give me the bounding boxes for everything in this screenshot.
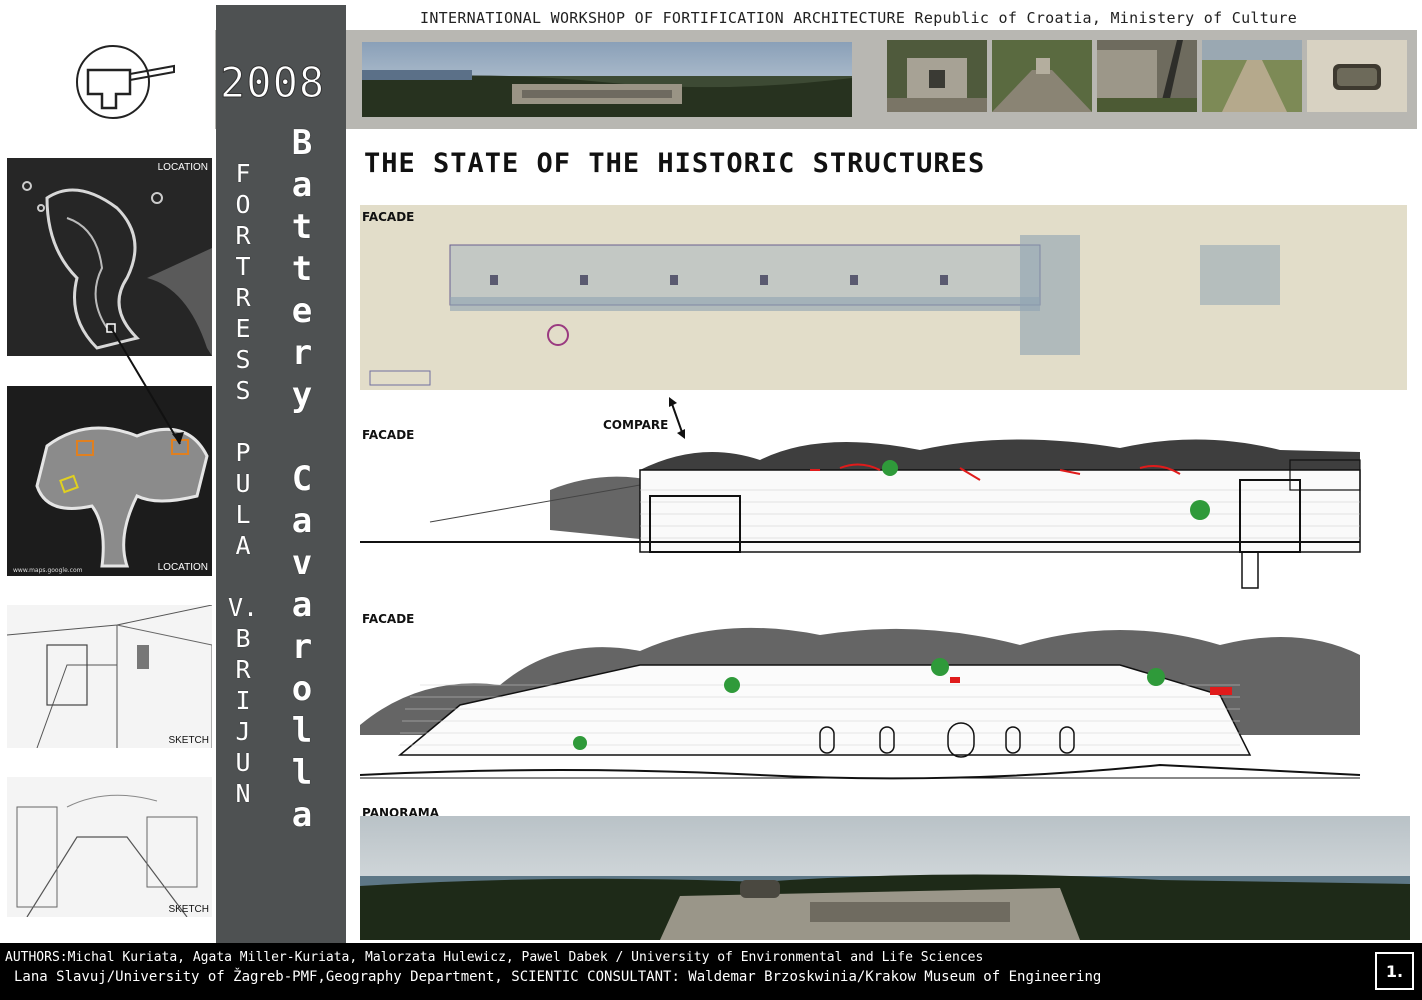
top-photo-2 [992, 40, 1092, 112]
facade-label-section: FACADE [362, 428, 415, 442]
battery-title-letter: B [291, 123, 313, 163]
fortress-title-letter: S [235, 345, 251, 374]
top-panorama-photo [362, 42, 852, 117]
battery-title-letter: l [291, 753, 313, 793]
compare-arrow-icon [667, 397, 687, 439]
battery-title-letter: a [291, 165, 313, 205]
authors-line-1: AUTHORS:Michal Kuriata, Agata Miller-Kur… [5, 950, 984, 965]
section-title: THE STATE OF THE HISTORIC STRUCTURES [364, 148, 986, 179]
title-column [216, 5, 346, 943]
battery-title-letter: a [291, 795, 313, 835]
battery-title-letter: t [291, 249, 313, 289]
map-link-arrow [100, 320, 200, 450]
fortress-title-letter: L [235, 500, 251, 529]
compare-label: COMPARE [603, 418, 669, 432]
fortress-title-letter: U [235, 469, 251, 498]
battery-title-letter: C [291, 459, 313, 499]
battery-title-letter: a [291, 585, 313, 625]
battery-title-letter: a [291, 501, 313, 541]
battery-title-letter: l [291, 711, 313, 751]
facade-elevation-drawing [359, 615, 1417, 780]
fortress-title-letter: R [235, 655, 251, 684]
top-photo-5 [1307, 40, 1407, 112]
page-number: 1. [1375, 952, 1414, 990]
historic-facade-drawing: FACADE [360, 205, 1407, 390]
location-label-1: LOCATION [157, 162, 208, 173]
fortification-symbol-icon [70, 44, 180, 124]
battery-title-letter: r [291, 333, 313, 373]
fortress-title-letter: R [235, 283, 251, 312]
fortress-title-letter [235, 561, 250, 592]
location-label-2: LOCATION [157, 562, 208, 573]
battery-title-letter [292, 416, 312, 458]
workshop-header: INTERNATIONAL WORKSHOP OF FORTIFICATION … [420, 9, 1298, 27]
panorama-photo [360, 816, 1410, 940]
sketch-drawing-2: SKETCH [7, 777, 212, 917]
fortress-title-letter: B [235, 624, 251, 653]
fortress-title-letter: A [235, 531, 251, 560]
facade-section-drawing [360, 430, 1417, 590]
location-map-islands: LOCATION [7, 158, 212, 356]
battery-title-letter: t [291, 207, 313, 247]
fortress-title-letter: J [235, 717, 251, 746]
facade-label-elevation: FACADE [362, 612, 415, 626]
top-photo-4 [1202, 40, 1302, 112]
battery-title-letter: o [291, 669, 313, 709]
fortress-title-letter: R [235, 221, 251, 250]
fortress-title-letter: T [235, 252, 251, 281]
top-photo-1 [887, 40, 987, 112]
sketch-drawing-1: SKETCH [7, 605, 212, 748]
fortress-title-letter: U [235, 748, 251, 777]
fortress-title-letter: S [235, 376, 251, 405]
map-credit: www.maps.google.com [13, 567, 83, 574]
top-photo-3 [1097, 40, 1197, 112]
fortress-title-letter: P [235, 438, 251, 467]
sketch-label-1: SKETCH [168, 735, 209, 746]
battery-title-letter: y [291, 375, 313, 415]
battery-title-letter: r [291, 627, 313, 667]
fortress-title-letter [235, 406, 250, 437]
authors-line-2: Lana Slavuj/University of Žagreb-PMF,Geo… [14, 969, 1102, 985]
year-label: 2008 [219, 58, 326, 108]
facade-label-historic: FACADE [362, 210, 415, 224]
fortress-title-letter: V. [227, 593, 259, 622]
fortress-title-letter: N [235, 779, 251, 808]
footer-bar [0, 943, 1422, 1000]
sketch-label-2: SKETCH [168, 904, 209, 915]
battery-title-letter: e [291, 291, 313, 331]
fortress-title-letter: I [235, 686, 251, 715]
battery-title-letter: v [291, 543, 313, 583]
right-margin [1417, 0, 1422, 1000]
fortress-title-letter: E [235, 314, 251, 343]
location-map-aerial: www.maps.google.com LOCATION [7, 386, 212, 576]
fortress-title-letter: O [235, 190, 251, 219]
fortress-title-letter: F [235, 159, 251, 188]
